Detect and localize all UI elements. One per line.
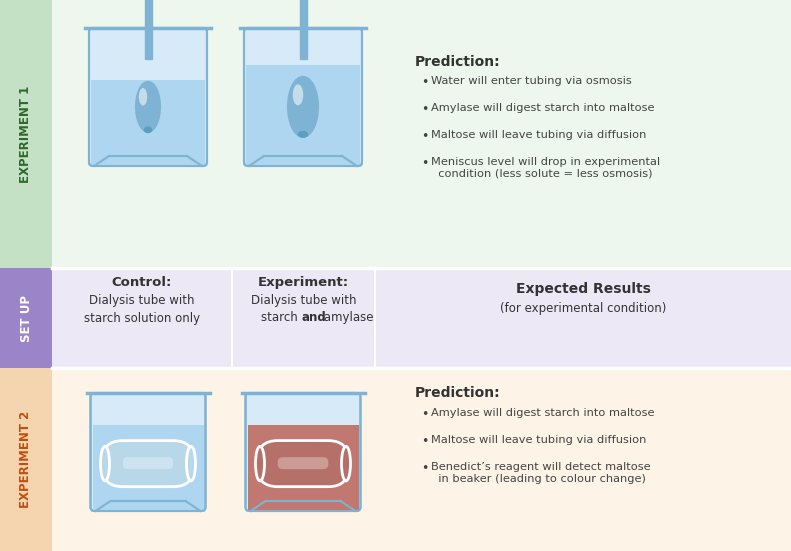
Text: Dialysis tube with
starch solution only: Dialysis tube with starch solution only: [84, 294, 200, 325]
Bar: [246, 65, 360, 166]
Text: SET UP: SET UP: [20, 294, 32, 342]
Text: •: •: [421, 435, 429, 448]
Text: Amylase will digest starch into maltose: Amylase will digest starch into maltose: [431, 103, 654, 113]
Ellipse shape: [293, 84, 303, 105]
FancyBboxPatch shape: [102, 441, 194, 487]
Ellipse shape: [144, 126, 152, 133]
Text: Control:: Control:: [112, 276, 172, 289]
Ellipse shape: [342, 446, 350, 481]
Text: •: •: [421, 157, 429, 170]
Text: Amylase will digest starch into maltose: Amylase will digest starch into maltose: [431, 408, 654, 418]
Text: starch: starch: [261, 311, 301, 324]
Text: Experiment:: Experiment:: [258, 276, 349, 289]
Ellipse shape: [255, 446, 264, 481]
FancyBboxPatch shape: [278, 457, 328, 469]
Text: Expected Results: Expected Results: [516, 282, 650, 296]
Bar: [145, 0, 152, 60]
Bar: [93, 425, 203, 511]
Text: EXPERIMENT 1: EXPERIMENT 1: [20, 85, 32, 182]
Text: Prediction:: Prediction:: [415, 55, 501, 69]
Text: EXPERIMENT 2: EXPERIMENT 2: [20, 411, 32, 508]
FancyBboxPatch shape: [123, 457, 173, 469]
Ellipse shape: [136, 82, 160, 132]
Bar: [0, 0, 791, 268]
FancyBboxPatch shape: [90, 393, 206, 511]
Text: Maltose will leave tubing via diffusion: Maltose will leave tubing via diffusion: [431, 435, 646, 445]
FancyBboxPatch shape: [89, 28, 207, 166]
Bar: [0, 0, 52, 268]
Text: amylase: amylase: [320, 311, 373, 324]
Bar: [0, 368, 52, 551]
FancyBboxPatch shape: [245, 393, 361, 511]
Text: •: •: [421, 408, 429, 421]
Bar: [248, 425, 358, 511]
Ellipse shape: [187, 446, 195, 481]
Ellipse shape: [297, 131, 308, 138]
Text: (for experimental condition): (for experimental condition): [500, 302, 666, 315]
Text: Prediction:: Prediction:: [415, 386, 501, 400]
Bar: [0, 268, 52, 368]
Ellipse shape: [288, 77, 318, 137]
Text: Meniscus level will drop in experimental
  condition (less solute = less osmosis: Meniscus level will drop in experimental…: [431, 157, 660, 179]
Text: •: •: [421, 130, 429, 143]
Bar: [0, 268, 791, 368]
Ellipse shape: [100, 446, 109, 481]
Text: Maltose will leave tubing via diffusion: Maltose will leave tubing via diffusion: [431, 130, 646, 140]
Ellipse shape: [138, 88, 147, 106]
FancyBboxPatch shape: [244, 28, 362, 166]
Text: •: •: [421, 76, 429, 89]
FancyBboxPatch shape: [257, 441, 349, 487]
Text: Water will enter tubing via osmosis: Water will enter tubing via osmosis: [431, 76, 632, 86]
Text: •: •: [421, 103, 429, 116]
Text: and: and: [301, 311, 326, 324]
Bar: [91, 80, 205, 166]
Text: Benedict’s reagent will detect maltose
  in beaker (leading to colour change): Benedict’s reagent will detect maltose i…: [431, 462, 651, 484]
Text: •: •: [421, 462, 429, 475]
Bar: [300, 0, 306, 60]
Bar: [0, 368, 791, 551]
Text: Dialysis tube with: Dialysis tube with: [251, 294, 356, 307]
